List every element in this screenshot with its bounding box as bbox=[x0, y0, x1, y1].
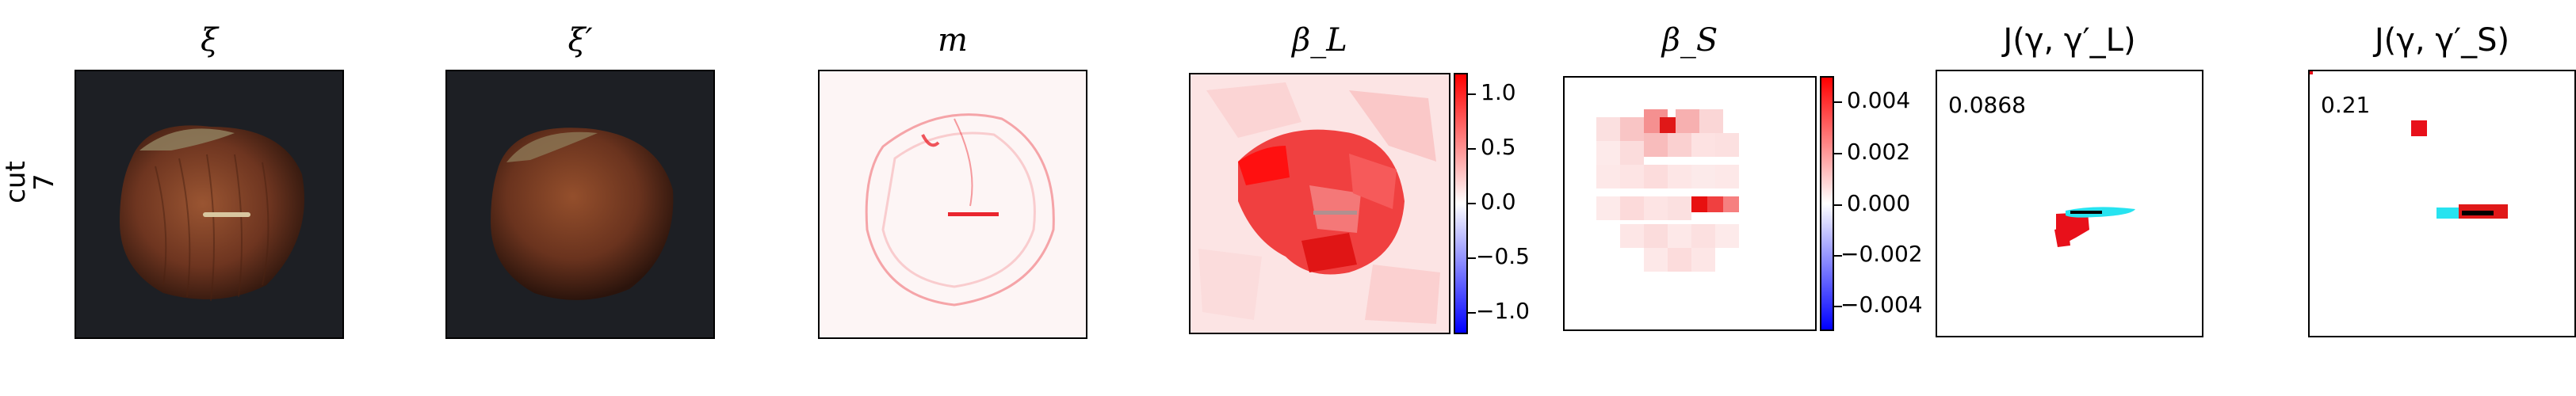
cbar-s-tick-2 bbox=[1834, 204, 1842, 206]
hazelnut-image-cut bbox=[491, 128, 674, 300]
cbar-l-tick-2 bbox=[1468, 203, 1476, 204]
panel-title-m: m bbox=[938, 22, 968, 59]
overlap-plot-l: 0.0868 bbox=[1936, 70, 2203, 337]
cbar-s-label-4: −0.004 bbox=[1840, 291, 1923, 318]
cbar-s-tick-0 bbox=[1834, 101, 1842, 103]
hazelnut-image bbox=[120, 125, 304, 302]
heatmap-beta-s bbox=[1563, 76, 1817, 331]
image-m bbox=[818, 70, 1087, 339]
cbar-s-tick-1 bbox=[1834, 153, 1842, 154]
cbar-l-label-1: 0.5 bbox=[1481, 134, 1516, 160]
overlap-plot-s: 0.21 bbox=[2308, 70, 2576, 337]
cbar-s-label-2: 0.000 bbox=[1847, 190, 1911, 216]
image-xi-prime bbox=[445, 70, 715, 339]
image-xi bbox=[75, 70, 344, 339]
panel-title-j-l: J(γ, γ′_L) bbox=[2003, 22, 2136, 59]
cbar-l-tick-3 bbox=[1468, 257, 1476, 259]
cbar-s-tick-4 bbox=[1834, 306, 1842, 307]
overlap-mask-l bbox=[2054, 207, 2135, 247]
panel-title-beta-s: β_S bbox=[1661, 22, 1718, 59]
row-label-line1: cut bbox=[0, 161, 32, 204]
cbar-s-label-0: 0.004 bbox=[1847, 87, 1911, 113]
score-j-l: 0.0868 bbox=[1948, 92, 2026, 118]
cbar-l-tick-1 bbox=[1468, 148, 1476, 150]
panel-title-xi-prime: ξ′ bbox=[568, 22, 593, 59]
colorbar-beta-s bbox=[1820, 76, 1834, 331]
colorbar-beta-l bbox=[1454, 73, 1468, 334]
cbar-s-label-3: −0.002 bbox=[1840, 241, 1923, 267]
cbar-l-label-0: 1.0 bbox=[1481, 79, 1516, 105]
panel-title-j-s: J(γ, γ′_S) bbox=[2374, 22, 2510, 59]
cbar-l-label-3: −0.5 bbox=[1476, 243, 1530, 269]
beta-s-heatmap bbox=[1565, 78, 1815, 329]
cbar-l-tick-4 bbox=[1468, 312, 1476, 314]
panel-title-beta-l: β_L bbox=[1292, 22, 1347, 59]
cbar-s-tick-3 bbox=[1834, 255, 1842, 257]
cbar-s-label-1: 0.002 bbox=[1847, 139, 1911, 165]
cbar-l-label-2: 0.0 bbox=[1481, 188, 1516, 215]
cbar-l-label-4: −1.0 bbox=[1476, 298, 1530, 324]
mask-difference-image bbox=[865, 113, 1055, 307]
row-label-line2: 7 bbox=[29, 173, 60, 191]
overlap-mask-s bbox=[2310, 71, 2508, 219]
cbar-l-tick-0 bbox=[1468, 93, 1476, 95]
heatmap-beta-l bbox=[1189, 73, 1450, 334]
panel-title-xi: ξ bbox=[200, 22, 219, 59]
beta-l-heatmap bbox=[1191, 74, 1449, 333]
row-label: cut 7 bbox=[0, 135, 60, 230]
score-j-s: 0.21 bbox=[2321, 92, 2371, 118]
